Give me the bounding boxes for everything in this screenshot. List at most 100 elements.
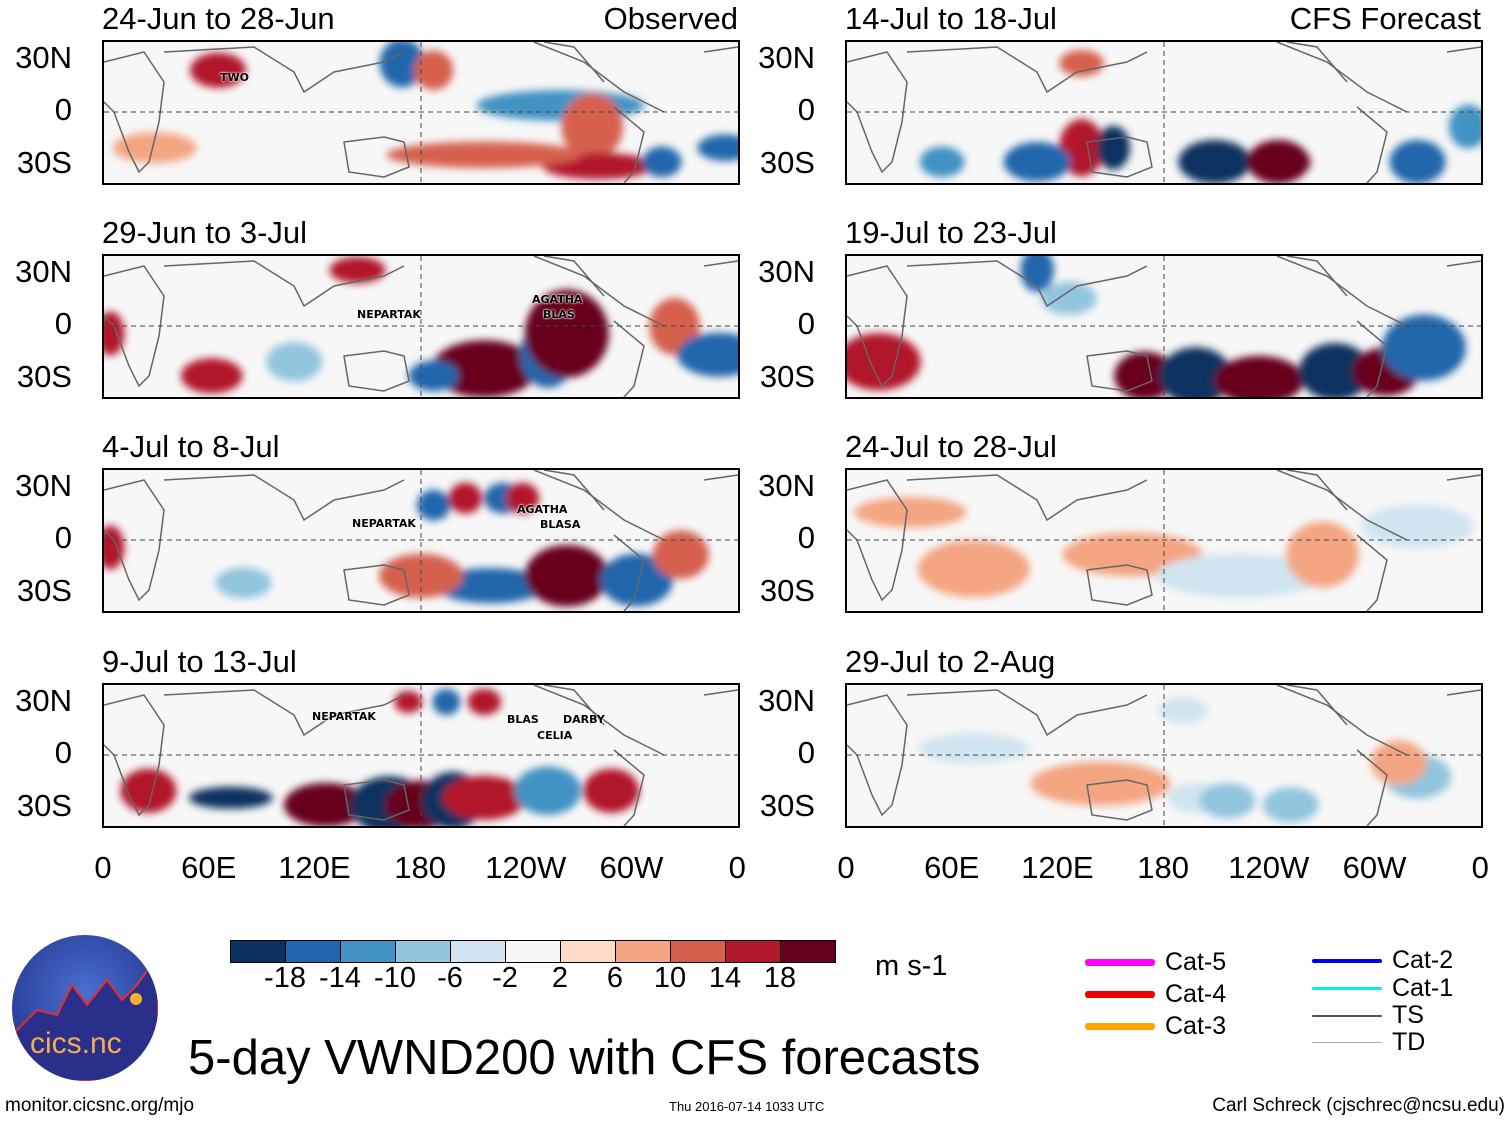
coastlines xyxy=(104,256,738,397)
colorbar-swatch xyxy=(616,941,671,962)
storm-label: NEPARTAK xyxy=(357,308,421,321)
panel-title: 19-Jul to 23-Jul xyxy=(845,215,1057,250)
wind-anomaly-cell xyxy=(1156,553,1325,598)
lon-label: 0 xyxy=(94,850,112,885)
lon-label: 180 xyxy=(1137,850,1189,885)
wind-anomaly-cell xyxy=(561,93,623,160)
colorbar-label: -18 xyxy=(264,962,306,994)
storm-label: CELIA xyxy=(537,729,573,742)
wind-anomaly-cell xyxy=(180,358,243,394)
wind-anomaly-cell xyxy=(1262,787,1319,823)
wind-anomaly-core xyxy=(545,558,588,593)
map-panel xyxy=(102,468,740,613)
coastlines xyxy=(104,42,738,183)
lat-label: 0 xyxy=(54,520,72,555)
legend-label: TS xyxy=(1392,1001,1424,1029)
lon-label: 60W xyxy=(599,850,664,885)
wind-anomaly-cell xyxy=(583,768,640,813)
colorbar-swatch xyxy=(341,941,396,962)
colorbar-label: -14 xyxy=(319,962,361,994)
map-panel xyxy=(845,683,1483,828)
wind-anomaly-cell xyxy=(1381,314,1466,381)
wind-anomaly-cell xyxy=(379,42,425,88)
storm-label: DARBY xyxy=(563,713,605,726)
wind-anomaly-cell xyxy=(414,50,454,90)
lat-label: 30N xyxy=(15,468,72,503)
colorbar-swatch xyxy=(781,941,835,962)
wind-anomaly-cell xyxy=(514,766,582,815)
colorbar-label: 10 xyxy=(653,962,687,994)
wind-anomaly-core xyxy=(545,309,588,358)
colorbar xyxy=(230,940,836,963)
wind-anomaly-cell xyxy=(1157,697,1209,724)
colorbar-swatch xyxy=(726,941,781,962)
wind-anomaly-core xyxy=(1104,135,1122,160)
wind-anomaly-cell xyxy=(847,333,921,391)
colorbar-label: 6 xyxy=(606,962,624,994)
wind-anomaly-cell xyxy=(442,775,527,820)
wind-anomaly-cell xyxy=(1448,104,1481,149)
wind-anomaly-cell xyxy=(1020,256,1054,293)
map-panel xyxy=(845,254,1483,399)
legend-label: Cat-4 xyxy=(1165,980,1227,1008)
panel-title: 24-Jul to 28-Jul xyxy=(845,429,1057,464)
footer-url[interactable]: monitor.cicsnc.org/mjo xyxy=(5,1095,195,1116)
legend-line xyxy=(1085,959,1155,966)
wind-anomaly-cell xyxy=(642,146,682,178)
wind-anomaly-cell xyxy=(416,489,451,521)
panel-tag: Observed xyxy=(603,1,738,36)
footer-author: Carl Schreck (cjschrec@ncsu.edu) xyxy=(1212,1095,1505,1116)
cics-logo: cics.nc xyxy=(12,935,158,1081)
legend-label: Cat-1 xyxy=(1392,974,1454,1002)
figure-title: 5-day VWND200 with CFS forecasts xyxy=(188,1031,981,1085)
colorbar-label: 2 xyxy=(551,962,569,994)
map-panel xyxy=(102,254,740,399)
storm-label: NEPARTAK xyxy=(352,517,416,530)
lat-label: 30S xyxy=(759,573,815,608)
coastlines xyxy=(847,42,1481,183)
wind-anomaly-cell xyxy=(1361,504,1474,549)
lat-label: 30N xyxy=(15,40,72,75)
lon-label: 120E xyxy=(278,850,351,885)
wind-anomaly-core xyxy=(1236,366,1282,394)
wind-anomaly-cell xyxy=(104,525,125,570)
panel-title: 4-Jul to 8-Jul xyxy=(102,429,280,464)
legend-label: Cat-5 xyxy=(1165,948,1227,976)
wind-anomaly-cell xyxy=(215,567,272,599)
lat-label: 30N xyxy=(758,683,815,718)
map-panel xyxy=(845,40,1483,185)
map-panel xyxy=(102,40,740,185)
wind-anomaly-cell xyxy=(104,311,125,356)
panel-title: 29-Jun to 3-Jul xyxy=(102,215,308,250)
panel-title: 29-Jul to 2-Aug xyxy=(845,644,1056,679)
legend-item: Cat-1 xyxy=(1312,974,1453,1003)
storm-label: TWO xyxy=(220,71,249,84)
colorbar-swatch xyxy=(286,941,341,962)
wind-anomaly-cell xyxy=(379,553,463,598)
wind-anomaly-cell xyxy=(854,496,967,528)
wind-anomaly-cell xyxy=(1003,142,1071,182)
wind-anomaly-cell xyxy=(1286,521,1359,588)
lat-label: 0 xyxy=(54,92,72,127)
lat-label: 30S xyxy=(759,145,815,180)
panel-title: 9-Jul to 13-Jul xyxy=(102,644,297,679)
wind-anomaly-cell xyxy=(600,553,673,607)
legend-line xyxy=(1085,1023,1155,1030)
lat-label: 0 xyxy=(54,735,72,770)
lat-label: 30N xyxy=(15,683,72,718)
wind-anomaly-cell xyxy=(190,52,247,88)
lon-label: 0 xyxy=(1471,850,1489,885)
lat-label: 30N xyxy=(15,254,72,289)
legend-line xyxy=(1312,1014,1382,1017)
wind-anomaly-core xyxy=(1177,360,1214,392)
wind-anomaly-cell xyxy=(329,256,386,284)
lat-label: 0 xyxy=(54,306,72,341)
wind-anomaly-cell xyxy=(917,733,1030,764)
wind-anomaly-cell xyxy=(112,132,197,164)
logo-text: cics.nc xyxy=(30,1027,122,1060)
legend-label: TD xyxy=(1392,1028,1426,1056)
wind-anomaly-cell xyxy=(919,146,965,178)
colorbar-units: m s-1 xyxy=(875,950,948,982)
lat-label: 30S xyxy=(16,145,72,180)
wind-anomaly-cell xyxy=(266,341,323,382)
